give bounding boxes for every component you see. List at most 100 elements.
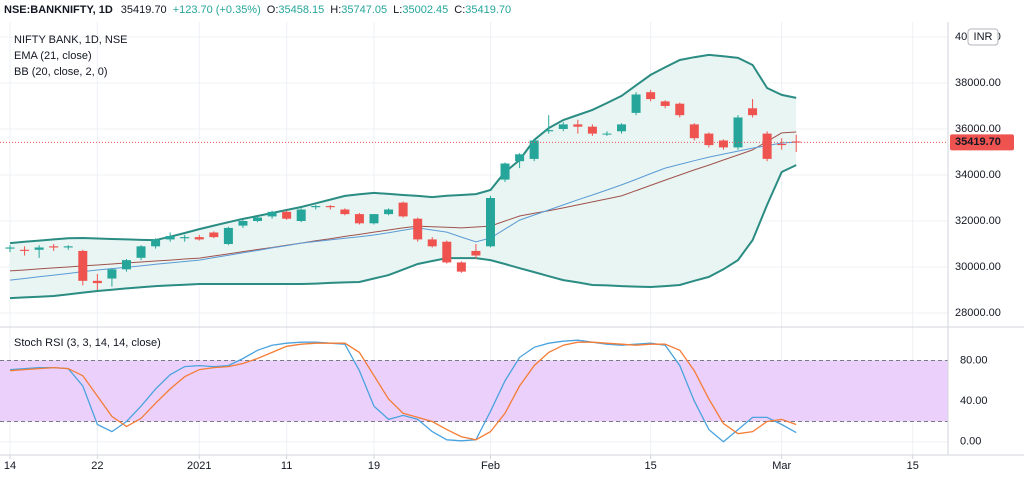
candle-body — [500, 163, 510, 180]
candle — [500, 162, 510, 182]
last-price-box — [950, 134, 1014, 151]
candle-body — [340, 209, 350, 215]
candle-body — [311, 206, 321, 208]
candle — [384, 208, 394, 216]
candle — [354, 212, 364, 225]
candle — [515, 153, 525, 169]
candle — [398, 201, 408, 218]
candle — [587, 124, 597, 136]
candle-body — [63, 246, 73, 248]
candle — [121, 258, 131, 272]
indicator-label: BB (20, close, 2, 0) — [14, 66, 108, 78]
candle — [733, 115, 743, 150]
stoch-line — [9, 339, 797, 443]
candle-body — [544, 130, 554, 132]
candle-body — [675, 103, 685, 116]
candle — [558, 122, 568, 132]
candle — [471, 244, 481, 259]
y-tick-label: 34000.00 — [955, 169, 1001, 181]
candle — [165, 232, 175, 242]
candle — [631, 92, 641, 116]
candle-body — [209, 232, 219, 238]
x-tick-label: 2021 — [187, 460, 211, 472]
candle-body — [369, 214, 379, 224]
candle — [49, 244, 59, 251]
plots — [0, 53, 948, 443]
field-label: O: — [267, 4, 279, 16]
candle-body — [558, 124, 568, 129]
y-tick-label: 0.00 — [960, 436, 981, 448]
candle — [456, 261, 466, 273]
candle — [529, 139, 539, 162]
candle-body — [34, 247, 44, 250]
candle-body — [253, 217, 263, 222]
bollinger-line — [9, 164, 797, 300]
candle — [660, 100, 670, 109]
indicator-label: EMA (21, close) — [14, 50, 92, 62]
candle-body — [165, 235, 175, 240]
x-tick-label: 15 — [907, 460, 919, 472]
candle-body — [704, 133, 714, 146]
bollinger-line — [9, 53, 797, 245]
y-tick-label: 36000.00 — [955, 123, 1001, 135]
candle — [194, 234, 204, 241]
candle-body — [587, 126, 597, 134]
field-label: L: — [393, 4, 402, 16]
chart-title: Stoch RSI (3, 3, 14, 14, close) — [14, 337, 161, 349]
field-value: 35458.15 — [278, 4, 324, 16]
candle-body — [238, 221, 248, 226]
candle-body — [92, 280, 102, 284]
stoch-line — [9, 341, 797, 441]
candle — [63, 245, 73, 250]
bollinger-fill — [10, 54, 797, 299]
candle — [209, 231, 219, 239]
symbol: NSE:BANKNIFTY, 1D — [4, 4, 113, 16]
candle-body — [733, 117, 743, 148]
candle-body — [136, 246, 146, 258]
x-tick-label: 15 — [645, 460, 657, 472]
currency-badge[interactable] — [967, 28, 999, 46]
y-tick-label: 40.00 — [960, 395, 988, 407]
candle-body — [762, 133, 772, 159]
candle-body — [529, 140, 539, 159]
x-tick-label: 22 — [91, 460, 103, 472]
candle-body — [660, 101, 670, 106]
candle-body — [194, 237, 204, 240]
candle — [180, 234, 190, 242]
candle-body — [427, 239, 437, 247]
currency-label[interactable]: INR — [974, 31, 993, 43]
candle — [777, 138, 787, 150]
candle — [704, 132, 714, 148]
field-label: H: — [330, 4, 341, 16]
candle-body — [398, 202, 408, 217]
candle-body — [413, 218, 423, 240]
candle-body — [791, 141, 801, 143]
x-tick-label: Feb — [481, 460, 500, 472]
y-tick-label: 38000.00 — [955, 77, 1001, 89]
candle — [34, 245, 44, 258]
candle — [5, 245, 15, 253]
candle-body — [777, 143, 787, 146]
bollinger-line — [9, 131, 797, 272]
candle-body — [151, 239, 161, 247]
candle — [748, 99, 758, 118]
y-tick-label: 80.00 — [960, 354, 988, 366]
candle-body — [121, 260, 131, 270]
candle — [253, 216, 263, 223]
candle-body — [631, 94, 641, 113]
candle-body — [442, 241, 452, 263]
x-tick-label: 11 — [281, 460, 292, 472]
candle — [311, 204, 321, 210]
candle-body — [646, 92, 656, 100]
candle — [223, 226, 233, 246]
candle — [617, 123, 627, 134]
candle — [791, 134, 801, 152]
candle — [442, 240, 452, 264]
candle — [340, 208, 350, 216]
candle — [296, 208, 306, 223]
band-fill — [0, 360, 948, 422]
candle — [675, 102, 685, 118]
candle — [427, 237, 437, 248]
y-tick-label: 32000.00 — [955, 215, 1001, 227]
candle — [544, 115, 554, 134]
